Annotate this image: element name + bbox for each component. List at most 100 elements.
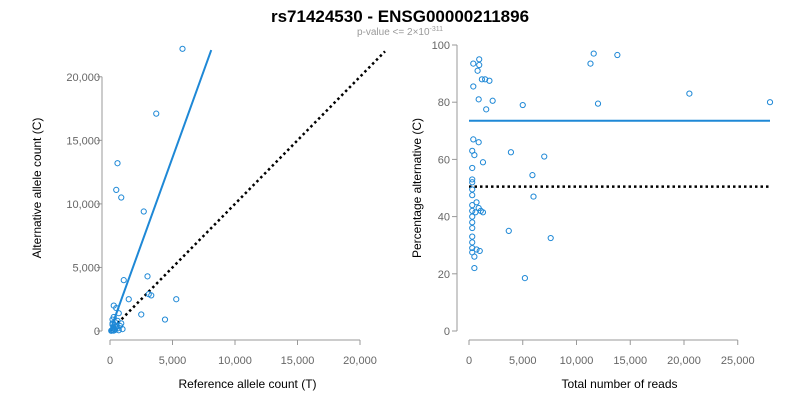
data-point <box>153 110 160 117</box>
data-point <box>469 207 476 214</box>
data-point <box>469 233 476 240</box>
y-tick-label: 0 <box>94 326 100 338</box>
data-point <box>470 136 477 143</box>
x-tick-label: 10,000 <box>560 355 594 367</box>
y-tick-label: 20 <box>438 269 450 281</box>
data-point <box>489 97 496 104</box>
data-point <box>469 244 476 252</box>
data-point <box>179 45 186 52</box>
data-point <box>109 320 116 327</box>
x-tick-label: 15,000 <box>281 355 315 367</box>
data-point <box>161 316 169 323</box>
x-tick-label: 10,000 <box>218 355 252 367</box>
data-point <box>118 194 125 201</box>
data-point <box>482 76 489 83</box>
data-point <box>469 239 476 246</box>
data-point <box>469 219 476 226</box>
reference-line <box>109 50 386 332</box>
data-point <box>108 327 115 334</box>
data-point <box>115 310 122 317</box>
y-tick-label: 60 <box>438 154 450 166</box>
data-point <box>469 164 476 172</box>
data-point <box>113 186 120 194</box>
data-point <box>469 213 476 220</box>
data-point <box>114 160 121 167</box>
data-point <box>686 90 693 97</box>
data-point <box>125 296 132 303</box>
data-point <box>475 96 482 103</box>
data-point <box>471 152 478 159</box>
data-point <box>590 50 597 57</box>
data-point <box>120 277 127 284</box>
chart-title: rs71424530 - ENSG00000211896 <box>271 7 529 26</box>
x-tick-label: 20,000 <box>343 355 377 367</box>
data-point <box>541 153 548 160</box>
x-axis-label: Reference allele count (T) <box>178 377 316 391</box>
y-axis-label: Percentage alternative (C) <box>410 118 424 258</box>
data-point <box>469 179 476 186</box>
data-point <box>469 186 476 193</box>
data-point <box>472 209 479 216</box>
data-point <box>471 264 478 272</box>
y-tick-label: 0 <box>444 326 450 338</box>
data-point <box>479 209 487 216</box>
x-tick-label: 20,000 <box>667 355 701 367</box>
data-point <box>476 247 483 255</box>
data-point <box>471 253 478 260</box>
data-point <box>766 99 774 106</box>
y-tick-label: 80 <box>438 97 450 109</box>
data-point <box>614 51 621 59</box>
data-point <box>476 61 483 69</box>
data-point <box>470 60 477 67</box>
data-point <box>469 176 476 183</box>
y-axis-label: Alternative allele count (C) <box>30 118 44 259</box>
x-tick-label: 5,000 <box>509 355 537 367</box>
data-point <box>140 208 147 215</box>
data-point <box>519 101 526 109</box>
data-point <box>473 199 480 206</box>
data-point <box>469 202 476 209</box>
data-point <box>521 274 529 282</box>
fit-line <box>109 49 213 332</box>
data-point <box>144 273 151 280</box>
data-point <box>594 100 602 107</box>
y-tick-label: 10,000 <box>66 199 100 211</box>
x-tick-label: 0 <box>107 355 113 367</box>
data-point <box>530 193 537 200</box>
data-point <box>547 234 554 242</box>
left-scatter-panel: 0 5,000 10,000 15,000 20,000 0 5,000 10,000 15,0… <box>30 45 386 391</box>
data-point <box>474 67 481 74</box>
y-tick-label: 15,000 <box>66 135 100 147</box>
data-point <box>111 325 118 333</box>
data-point <box>173 296 180 303</box>
data-point <box>113 305 120 312</box>
chart-subtitle: p-value <= 2×10-311 <box>357 26 443 38</box>
data-point <box>505 227 512 234</box>
data-point <box>119 325 126 333</box>
data-point <box>587 60 594 67</box>
data-point <box>478 76 485 83</box>
data-point <box>486 77 493 84</box>
data-point <box>483 106 490 113</box>
subtitle-exponent: -311 <box>430 26 444 33</box>
data-point <box>138 311 145 318</box>
data-point <box>470 83 477 90</box>
x-axis-label: Total number of reads <box>561 377 677 391</box>
y-tick-label: 100 <box>432 40 450 52</box>
data-point <box>473 246 480 253</box>
data-point <box>529 172 536 179</box>
data-point <box>479 159 487 166</box>
data-point <box>507 149 515 156</box>
data-point <box>475 139 482 146</box>
data-point <box>476 56 483 63</box>
y-tick-label: 5,000 <box>72 262 100 274</box>
x-tick-label: 15,000 <box>613 355 647 367</box>
data-point <box>469 224 476 232</box>
x-tick-label: 0 <box>466 355 472 367</box>
x-tick-label: 25,000 <box>721 355 755 367</box>
right-scatter-panel: 0 20 40 60 80 100 0 5,000 10,000 15,000 20,000 25,0… <box>410 40 774 391</box>
y-tick-label: 40 <box>438 212 450 224</box>
data-point <box>469 192 476 199</box>
subtitle-prefix: p-value <= 2×10 <box>357 27 430 38</box>
